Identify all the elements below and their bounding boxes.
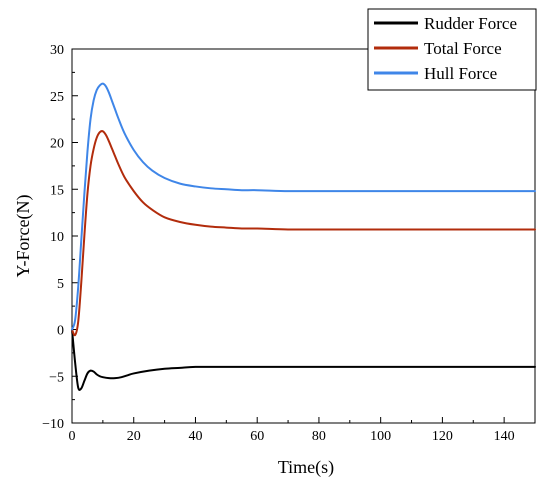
axis-ticks: 0 20 40 60 80 100 120 140 −10 −5 0 5 10 15 20 25 30 (42, 43, 515, 444)
y-tick-label: 0 (57, 324, 64, 339)
x-tick-label: 100 (370, 429, 391, 444)
y-tick-label: 5 (57, 277, 64, 292)
y-tick-label: 15 (50, 183, 64, 198)
series-line-total-force (71, 130, 536, 337)
y-axis-title: Y-Force(N) (13, 195, 34, 278)
y-tick-label: 20 (50, 137, 64, 152)
x-tick-label: 140 (494, 429, 515, 444)
x-tick-label: 60 (250, 429, 264, 444)
y-tick-label: −5 (49, 370, 64, 385)
y-tick-label: 25 (50, 90, 64, 105)
x-tick-label: 20 (127, 429, 141, 444)
x-tick-label: 0 (69, 429, 76, 444)
x-axis-title: Time(s) (278, 457, 334, 478)
y-tick-label: 10 (50, 230, 64, 245)
x-tick-label: 40 (188, 429, 202, 444)
legend: Rudder Force Total Force Hull Force (367, 8, 537, 91)
series-line-rudder-force (71, 328, 536, 391)
series-lines (71, 82, 536, 391)
y-tick-label: −10 (42, 417, 64, 432)
legend-label-rudder-force: Rudder Force (424, 14, 517, 33)
legend-label-hull-force: Hull Force (424, 64, 497, 83)
x-tick-label: 120 (432, 429, 453, 444)
x-tick-label: 80 (312, 429, 326, 444)
series-line-hull-force (71, 82, 536, 331)
y-tick-label: 30 (50, 43, 64, 58)
legend-label-total-force: Total Force (424, 39, 502, 58)
